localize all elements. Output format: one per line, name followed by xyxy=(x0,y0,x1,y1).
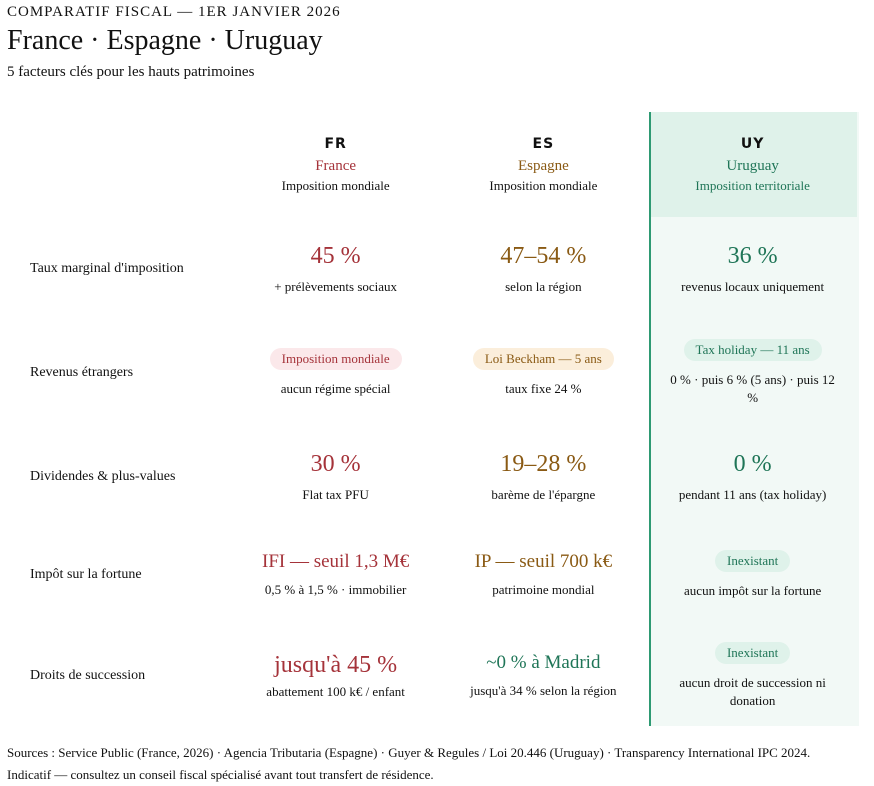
country-code: FR xyxy=(324,135,347,152)
badge: Inexistant xyxy=(714,550,791,572)
row-label: Droits de succession xyxy=(30,668,146,683)
value: 30 % xyxy=(310,450,361,477)
note: 0 % · puis 6 % (5 ans) · puis 12 % xyxy=(670,372,835,405)
badge: Tax holiday — 11 ans xyxy=(683,339,822,361)
row-label: Taux marginal d'imposition xyxy=(30,261,184,276)
value: ~0 % à Madrid xyxy=(486,652,601,673)
row-label: Revenus étrangers xyxy=(30,365,134,380)
value: 19–28 % xyxy=(500,450,587,477)
value: 45 % xyxy=(310,242,361,269)
regime: Imposition mondiale xyxy=(281,177,390,193)
column-header-fr: FR France Imposition mondiale xyxy=(232,112,440,217)
note: taux fixe 24 % xyxy=(505,381,582,396)
badge: Loi Beckham — 5 ans xyxy=(472,348,614,370)
badge: Imposition mondiale xyxy=(269,348,402,370)
row-label: Impôt sur la fortune xyxy=(30,567,142,582)
regime: Imposition mondiale xyxy=(489,177,598,193)
table-row: Revenus étrangers Imposition mondiale auc… xyxy=(0,321,857,425)
note: Flat tax PFU xyxy=(302,486,369,502)
disclaimer: Indicatif — consultez un conseil fiscal … xyxy=(7,767,434,782)
table-row: Taux marginal d'imposition 45 % + prélève… xyxy=(0,217,857,321)
uruguay-header-bg xyxy=(651,112,857,217)
comparison-table: FR France Imposition mondiale ES Espagne Imp… xyxy=(0,112,857,731)
value: jusqu'à 45 % xyxy=(274,651,398,678)
value: IP — seuil 700 k€ xyxy=(474,551,613,572)
table-row: Dividendes & plus-values 30 % Flat tax PF… xyxy=(0,425,857,529)
note: pendant 11 ans (tax holiday) xyxy=(678,486,827,502)
value: 0 % xyxy=(733,450,772,477)
note: patrimoine mondial xyxy=(492,582,595,597)
table-row: Impôt sur la fortune IFI — seuil 1,3 M€ 0… xyxy=(0,529,857,621)
column-header-es: ES Espagne Imposition mondiale xyxy=(440,112,648,217)
note: aucun impôt sur la fortune xyxy=(684,583,822,598)
table-row: Droits de succession jusqu'à 45 % abattem… xyxy=(0,621,857,731)
note: jusqu'à 34 % selon la région xyxy=(470,683,617,698)
kicker: COMPARATIF FISCAL — 1ER JANVIER 2026 xyxy=(7,4,341,20)
value: 36 % xyxy=(727,242,778,269)
sources: Sources : Service Public (France, 2026) … xyxy=(7,745,811,760)
table-header: FR France Imposition mondiale ES Espagne Imp… xyxy=(0,112,857,217)
value: 47–54 % xyxy=(500,242,587,269)
value: IFI — seuil 1,3 M€ xyxy=(262,551,410,572)
note: + prélèvements sociaux xyxy=(274,278,398,294)
country-code: ES xyxy=(532,135,555,152)
country-name: France xyxy=(315,157,357,174)
country-name: Espagne xyxy=(517,157,569,174)
subtitle: 5 facteurs clés pour les hauts patrimoin… xyxy=(7,64,255,80)
country-name: Uruguay xyxy=(726,157,779,174)
note: barème de l'épargne xyxy=(491,486,596,502)
badge: Inexistant xyxy=(714,642,791,664)
note: aucun régime spécial xyxy=(280,381,391,396)
row-label: Dividendes & plus-values xyxy=(30,469,176,484)
note: revenus locaux uniquement xyxy=(681,278,825,294)
column-header-uy: UY Uruguay Imposition territoriale xyxy=(648,112,857,217)
footer: Sources : Service Public (France, 2026) … xyxy=(7,742,810,786)
note: selon la région xyxy=(505,278,582,294)
page-title: France · Espagne · Uruguay xyxy=(7,25,323,56)
note: 0,5 % à 1,5 % · immobilier xyxy=(264,582,407,597)
regime: Imposition territoriale xyxy=(695,177,810,193)
note: aucun droit de succession ni donation xyxy=(679,675,826,708)
country-code: UY xyxy=(740,135,765,152)
note: abattement 100 k€ / enfant xyxy=(266,683,405,699)
